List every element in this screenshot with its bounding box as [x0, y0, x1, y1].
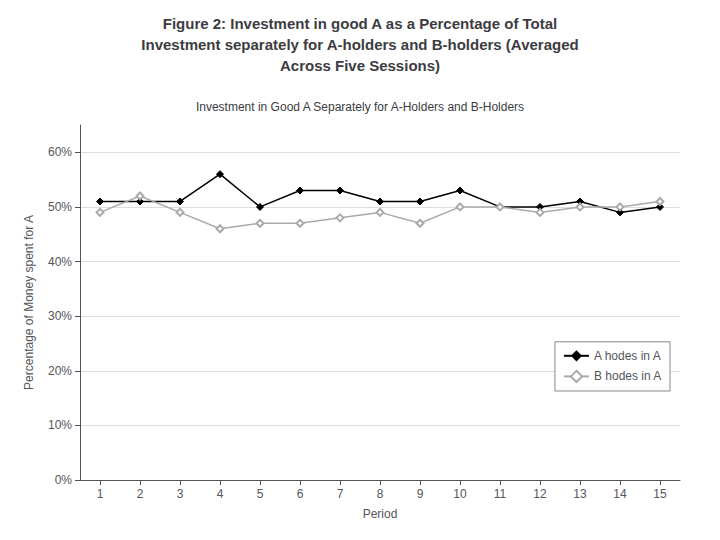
svg-text:20%: 20%: [48, 364, 72, 378]
svg-text:6: 6: [297, 487, 304, 501]
svg-text:Figure 2: Investment in good A: Figure 2: Investment in good A as a Perc…: [163, 15, 558, 32]
svg-text:3: 3: [177, 487, 184, 501]
svg-text:Percentage of Money spent for: Percentage of Money spent for A: [22, 215, 36, 390]
svg-text:0%: 0%: [55, 473, 73, 487]
svg-text:A ho​de​s in A: A ho​de​s in A: [594, 349, 661, 363]
svg-text:11: 11: [494, 487, 507, 501]
svg-text:30%: 30%: [48, 309, 72, 323]
svg-text:13: 13: [573, 487, 587, 501]
svg-text:12: 12: [533, 487, 547, 501]
svg-text:10: 10: [453, 487, 467, 501]
svg-text:9: 9: [417, 487, 424, 501]
svg-text:Period: Period: [363, 507, 398, 521]
svg-text:2: 2: [137, 487, 144, 501]
svg-text:B ho​de​s in A: B ho​de​s in A: [594, 369, 661, 383]
svg-text:14: 14: [613, 487, 627, 501]
svg-text:4: 4: [217, 487, 224, 501]
svg-text:Investment separately for A-ho: Investment separately for A-holders and …: [141, 36, 578, 53]
svg-text:7: 7: [337, 487, 344, 501]
svg-text:60%: 60%: [48, 145, 72, 159]
svg-text:15: 15: [653, 487, 667, 501]
svg-text:50%: 50%: [48, 200, 72, 214]
svg-text:8: 8: [377, 487, 384, 501]
svg-text:Investment in Good A Separatel: Investment in Good A Separately for A-Ho…: [196, 100, 524, 114]
svg-text:1: 1: [97, 487, 104, 501]
svg-text:40%: 40%: [48, 255, 72, 269]
svg-text:10%: 10%: [48, 418, 72, 432]
svg-text:Across Five Sessions): Across Five Sessions): [280, 57, 440, 74]
svg-text:5: 5: [257, 487, 264, 501]
